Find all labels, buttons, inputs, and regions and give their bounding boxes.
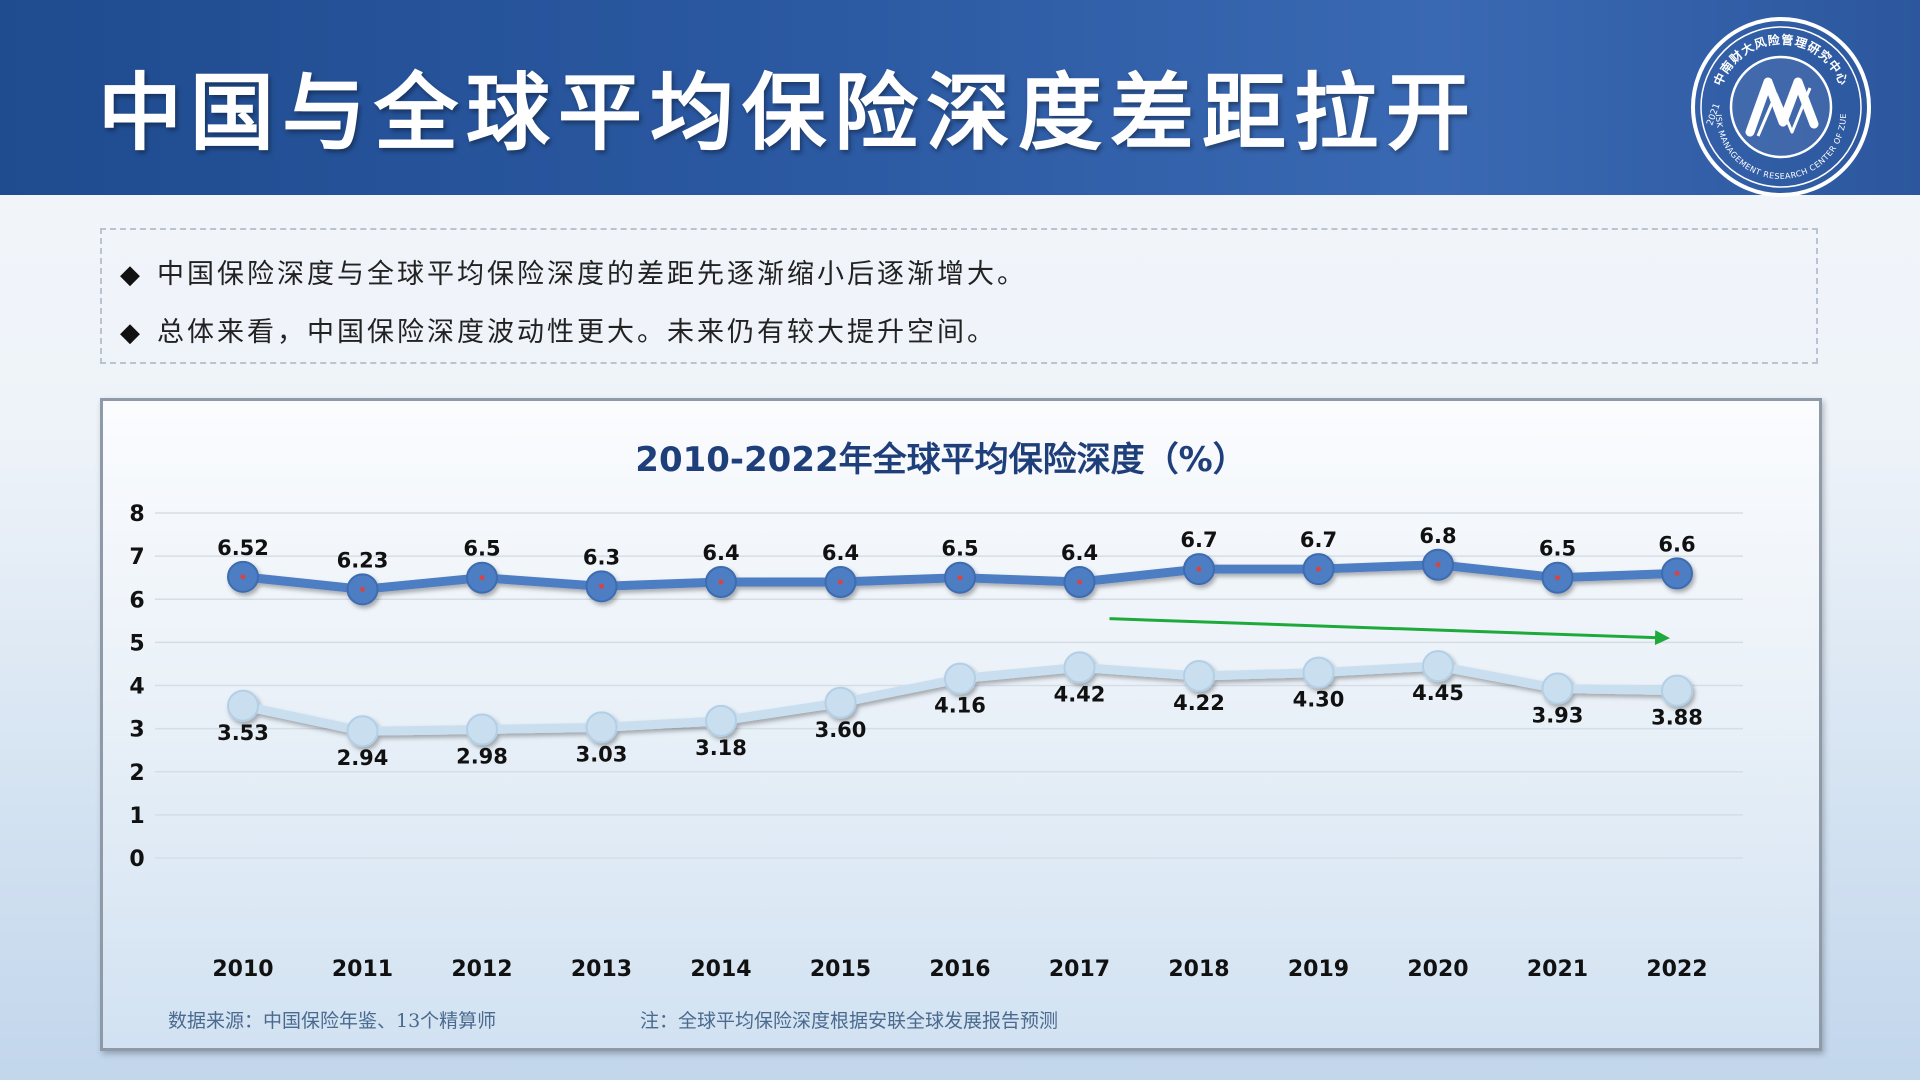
data-label: 6.4 xyxy=(1061,541,1098,565)
data-point xyxy=(466,713,498,746)
y-tick-label: 7 xyxy=(129,545,144,570)
data-label: 6.4 xyxy=(822,541,859,565)
data-label: 3.93 xyxy=(1532,704,1584,728)
page-title: 中国与全球平均保险深度差距拉开 xyxy=(98,64,1479,162)
diamond-bullet-icon: ◆ xyxy=(120,318,143,348)
data-label: 6.5 xyxy=(1539,537,1576,561)
point-center-dot xyxy=(718,579,724,585)
chart-panel: 2010-2022年全球平均保险深度（%） 0 1 2 3 4 5 6 7 8 2010 2011… xyxy=(100,398,1822,1051)
data-point xyxy=(227,689,259,722)
diamond-bullet-icon: ◆ xyxy=(120,260,143,290)
series-global xyxy=(227,548,1693,606)
line-chart: 2010-2022年全球平均保险深度（%） 0 1 2 3 4 5 6 7 8 2010 2011… xyxy=(129,440,1743,982)
y-tick-label: 3 xyxy=(129,718,144,743)
point-center-dot xyxy=(1077,579,1082,585)
data-point xyxy=(346,715,379,748)
data-label: 6.3 xyxy=(583,545,620,569)
x-axis: 2010 2011 2012 2013 2014 2015 2016 2017 2018 2019… xyxy=(212,957,1707,982)
x-tick-label: 2012 xyxy=(451,957,512,982)
data-point xyxy=(585,711,618,744)
data-point xyxy=(705,704,737,737)
data-label: 3.18 xyxy=(695,736,747,760)
x-tick-label: 2013 xyxy=(571,957,632,982)
data-label: 4.42 xyxy=(1054,682,1106,706)
data-label: 6.7 xyxy=(1180,528,1217,552)
data-point xyxy=(824,686,857,719)
x-tick-label: 2017 xyxy=(1049,957,1110,982)
data-label: 2.94 xyxy=(337,746,389,770)
data-point xyxy=(1063,651,1096,684)
point-center-dot xyxy=(1196,566,1202,572)
x-tick-label: 2022 xyxy=(1646,957,1707,982)
point-center-dot xyxy=(599,583,604,589)
y-tick-label: 4 xyxy=(129,675,144,700)
data-label: 4.22 xyxy=(1173,691,1225,715)
data-point xyxy=(944,662,976,695)
point-center-dot xyxy=(479,575,485,581)
data-point xyxy=(1183,660,1215,693)
data-label: 2.98 xyxy=(456,744,508,768)
data-point xyxy=(1302,656,1335,689)
x-tick-label: 2016 xyxy=(929,957,990,982)
note-item: ◆ 总体来看，中国保险深度波动性更大。未来仍有较大提升空间。 xyxy=(120,310,997,349)
x-tick-label: 2014 xyxy=(690,957,751,982)
data-label: 4.45 xyxy=(1412,681,1464,705)
data-label: 3.60 xyxy=(815,718,867,742)
point-center-dot xyxy=(240,574,246,580)
research-center-seal-icon: 中南财大风险管理研究中心 RISK MANAGEMENT RESEARCH CE… xyxy=(1688,14,1871,197)
note-text: 中国保险深度与全球平均保险深度的差距先逐渐缩小后逐渐增大。 xyxy=(157,259,1027,290)
data-label: 3.03 xyxy=(576,742,628,766)
point-center-dot xyxy=(1555,575,1560,581)
y-tick-label: 0 xyxy=(129,847,144,872)
series-china xyxy=(227,650,1693,748)
data-label: 3.53 xyxy=(217,721,269,745)
point-center-dot xyxy=(1435,562,1441,568)
data-point xyxy=(1661,674,1693,707)
data-label: 6.5 xyxy=(941,537,978,561)
data-point xyxy=(1422,650,1454,683)
header-banner: 中国与全球平均保险深度差距拉开 中南财大风险管理研究中心 RISK MANAGE… xyxy=(0,0,1920,197)
data-label: 6.7 xyxy=(1300,528,1337,552)
y-tick-label: 2 xyxy=(129,761,144,786)
data-label: 6.5 xyxy=(463,537,500,561)
series-group: 6.52 6.23 6.5 6.3 6.4 6.4 6.5 6.4 6.7 6.7 6.8 6.5 6.… xyxy=(217,524,1703,770)
note-item: ◆ 中国保险深度与全球平均保险深度的差距先逐渐缩小后逐渐增大。 xyxy=(120,252,1027,291)
data-label: 4.30 xyxy=(1293,688,1345,712)
point-center-dot xyxy=(957,575,963,581)
data-label: 4.16 xyxy=(934,694,986,718)
x-tick-label: 2010 xyxy=(212,957,273,982)
x-tick-label: 2018 xyxy=(1168,957,1229,982)
note-text: 总体来看，中国保险深度波动性更大。未来仍有较大提升空间。 xyxy=(157,317,997,348)
y-tick-label: 1 xyxy=(129,804,144,829)
point-center-dot xyxy=(1316,566,1321,572)
point-center-dot xyxy=(838,579,843,585)
point-center-dot xyxy=(360,586,365,592)
x-tick-label: 2015 xyxy=(810,957,871,982)
y-tick-label: 8 xyxy=(129,502,144,527)
trend-arrow xyxy=(1109,617,1670,646)
y-tick-label: 6 xyxy=(129,588,144,613)
point-center-dot xyxy=(1674,570,1680,576)
y-tick-label: 5 xyxy=(129,631,144,656)
x-tick-label: 2019 xyxy=(1288,957,1349,982)
x-tick-label: 2020 xyxy=(1407,957,1468,982)
data-label: 6.4 xyxy=(702,541,739,565)
data-label: 6.6 xyxy=(1658,532,1695,556)
source-footnote: 数据来源：中国保险年鉴、13个精算师 xyxy=(168,1010,497,1032)
data-label: 3.88 xyxy=(1651,706,1703,730)
data-point xyxy=(1541,672,1574,705)
note-footnote: 注：全球平均保险深度根据安联全球发展报告预测 xyxy=(640,1010,1059,1032)
chart-title: 2010-2022年全球平均保险深度（%） xyxy=(635,440,1246,480)
notes-box: ◆ 中国保险深度与全球平均保险深度的差距先逐渐缩小后逐渐增大。 ◆ 总体来看，中国保… xyxy=(100,228,1818,364)
y-axis: 0 1 2 3 4 5 6 7 8 xyxy=(129,502,144,872)
data-label: 6.52 xyxy=(217,536,269,560)
x-tick-label: 2021 xyxy=(1527,957,1588,982)
data-label: 6.23 xyxy=(337,548,389,572)
data-label: 6.8 xyxy=(1419,524,1456,548)
x-tick-label: 2011 xyxy=(332,957,393,982)
